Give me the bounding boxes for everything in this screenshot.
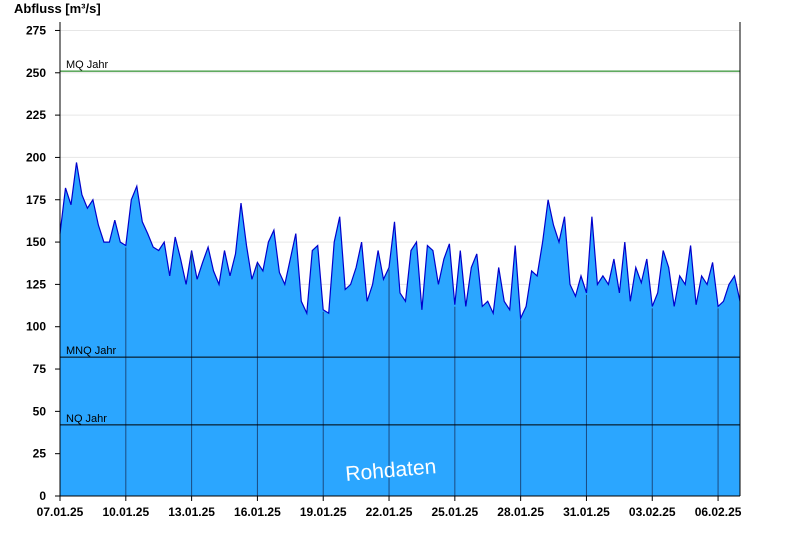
y-tick-label: 200 [26, 150, 46, 164]
reference-lines: MQ Jahr MNQ Jahr NQ Jahr [60, 59, 740, 426]
reference-line-label: NQ Jahr [66, 413, 107, 425]
x-tick-label: 06.02.25 [695, 505, 742, 519]
x-tick-label: 28.01.25 [497, 505, 544, 519]
reference-line-label: MNQ Jahr [66, 345, 116, 357]
x-tick-label: 22.01.25 [366, 505, 413, 519]
y-tick-label: 125 [26, 277, 46, 291]
x-tick-label: 25.01.25 [431, 505, 478, 519]
x-tick-label: 13.01.25 [168, 505, 215, 519]
discharge-line [59, 162, 741, 321]
y-axis-label: Abfluss [m³/s] [14, 1, 101, 16]
day-lines [125, 247, 719, 496]
discharge-area [60, 162, 740, 496]
y-tick-label: 175 [26, 193, 46, 207]
y-tick-label: 275 [26, 23, 46, 37]
x-tick-label: 03.02.25 [629, 505, 676, 519]
reference-line-label: MQ Jahr [66, 59, 109, 71]
x-tick-label: 10.01.25 [102, 505, 149, 519]
x-tick-label: 07.01.25 [37, 505, 84, 519]
series-layer [59, 162, 741, 496]
y-tick-label: 75 [33, 362, 47, 376]
y-tick-label: 150 [26, 235, 46, 249]
y-tick-label: 50 [33, 404, 47, 418]
x-tick-label: 16.01.25 [234, 505, 281, 519]
y-tick-label: 25 [33, 447, 47, 461]
y-tick-label: 225 [26, 108, 46, 122]
y-tick-label: 0 [39, 489, 46, 503]
x-tick-label: 19.01.25 [300, 505, 347, 519]
axes: 0 25 50 75 100 125 150 175 200 225 250 275 07.01.25 1… [26, 22, 742, 519]
y-tick-label: 250 [26, 66, 46, 80]
y-tick-label: 100 [26, 320, 46, 334]
x-tick-label: 31.01.25 [563, 505, 610, 519]
